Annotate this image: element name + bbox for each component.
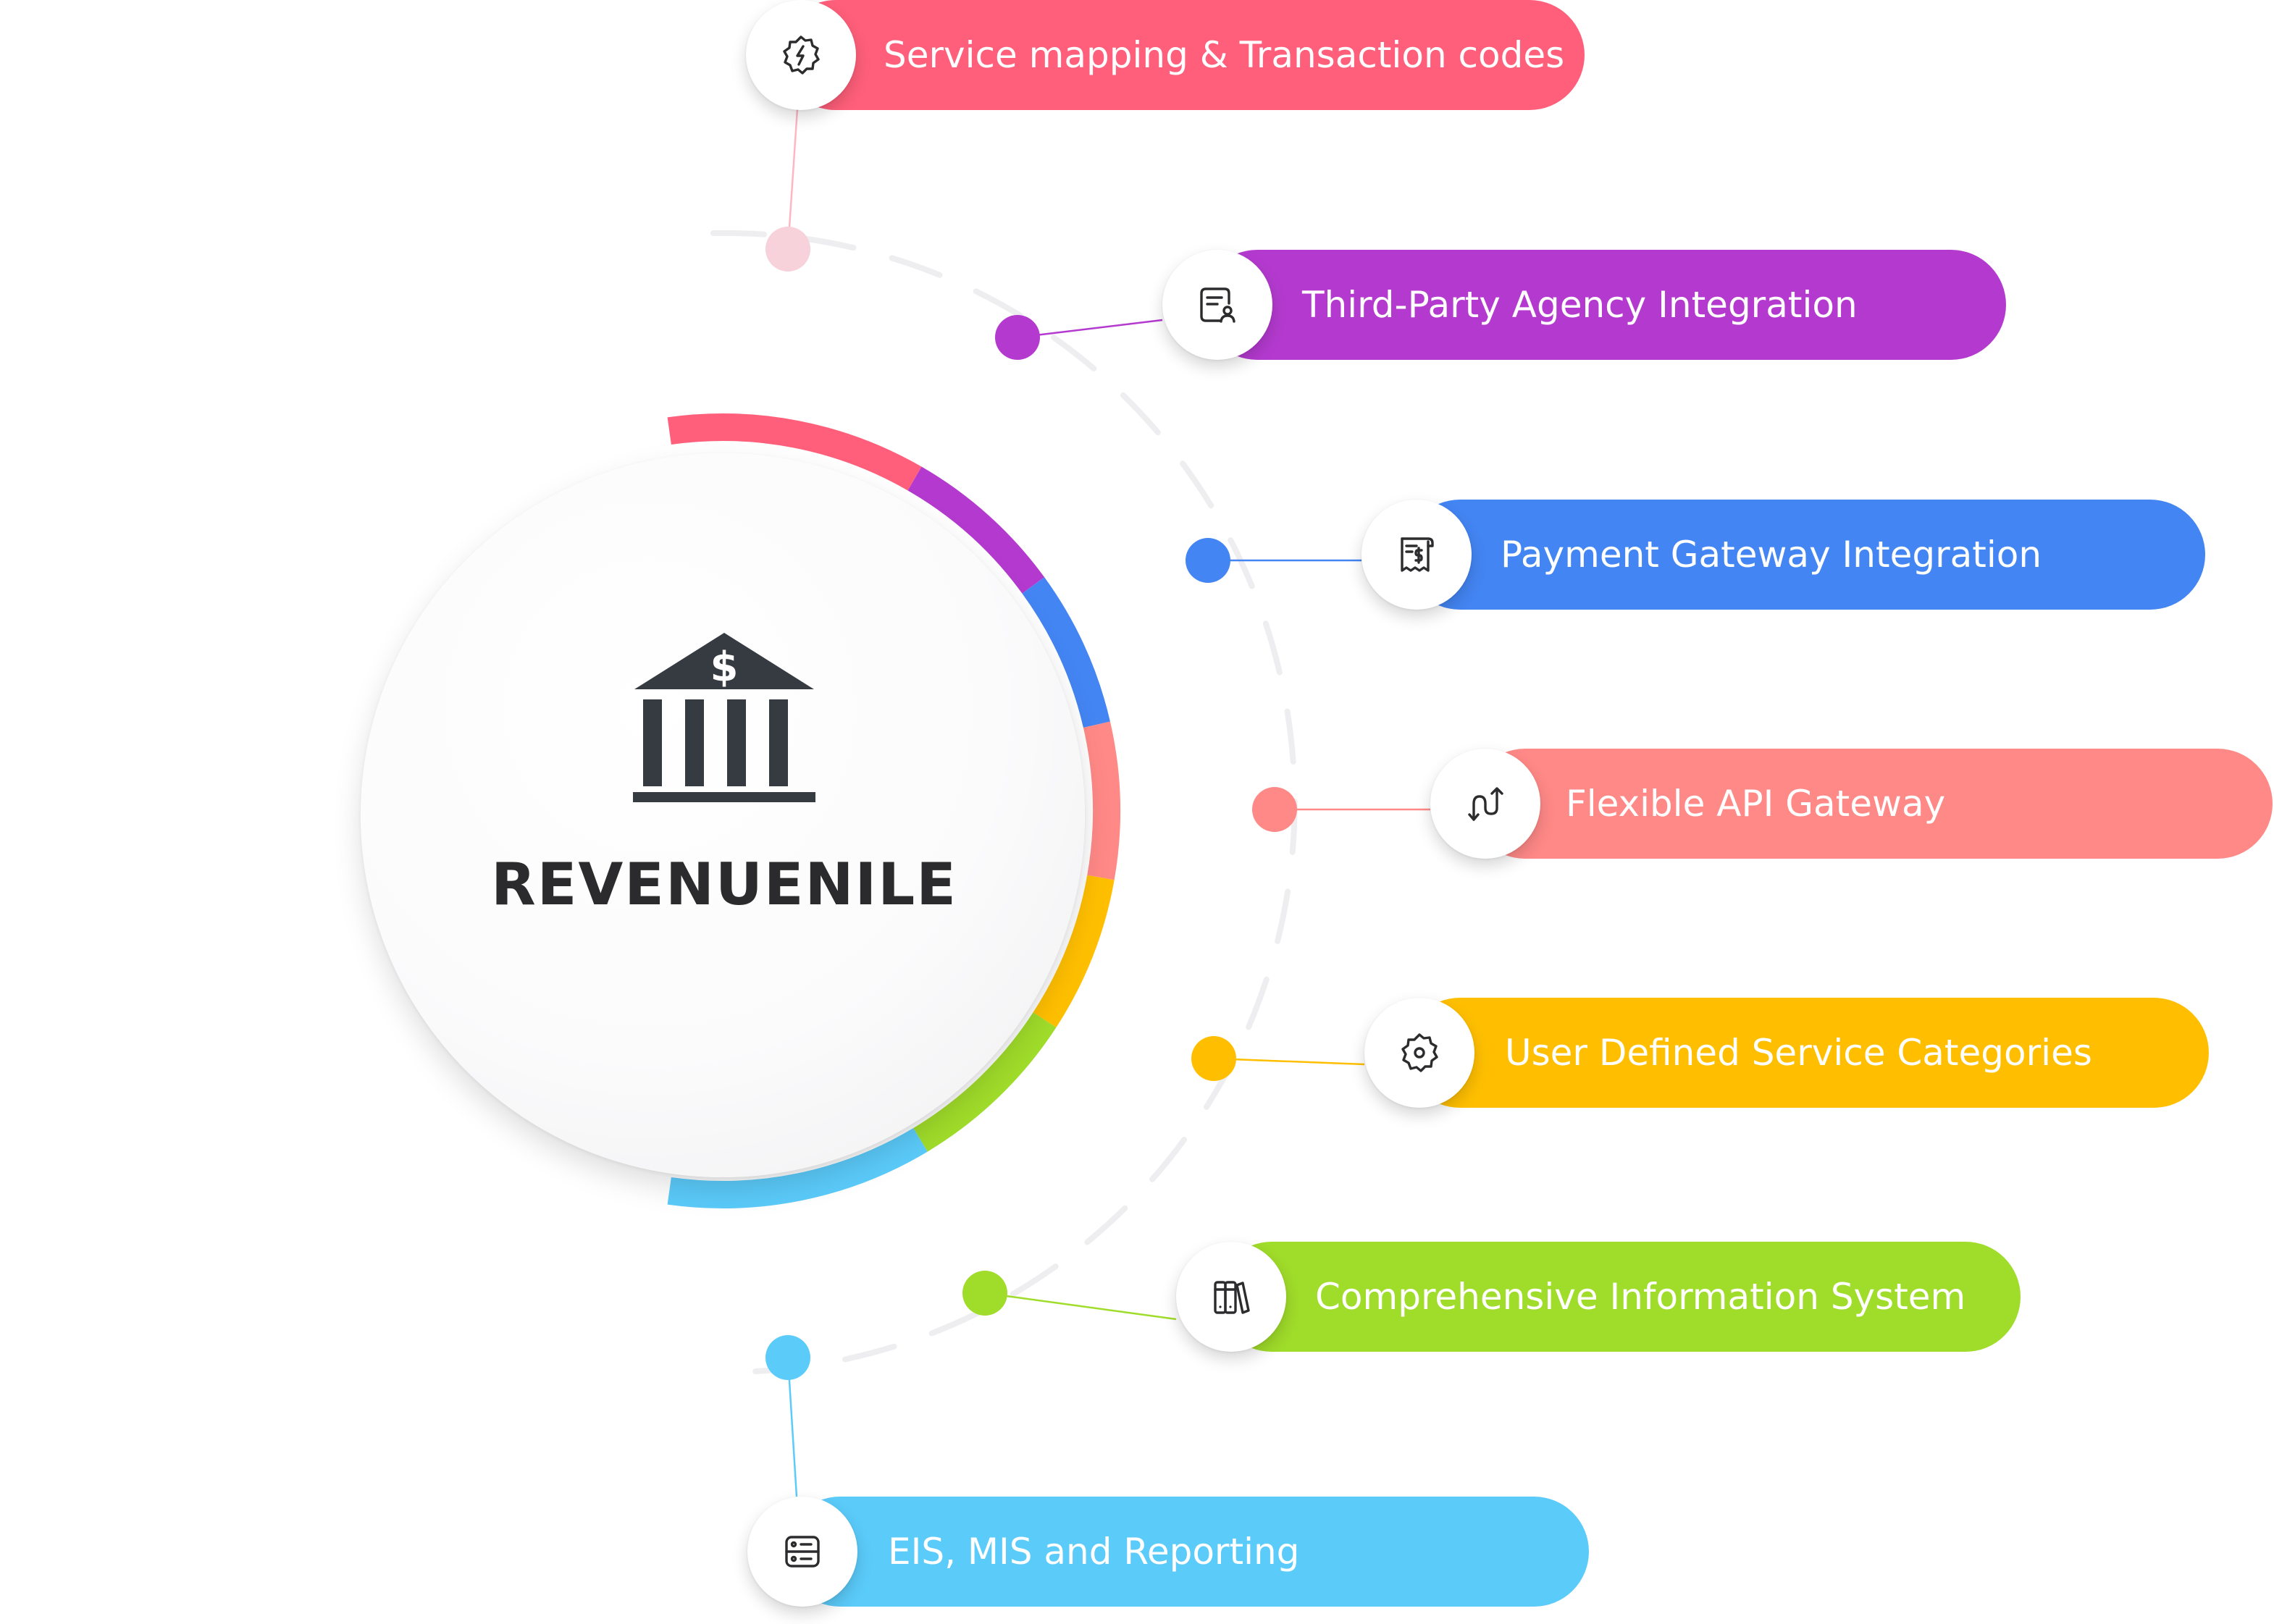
ring-segment	[907, 466, 1045, 594]
badge-gear-icon	[1401, 1033, 1438, 1072]
orbit-arc	[710, 230, 1298, 1375]
ring-segment	[667, 1128, 928, 1208]
feature-label: EIS, MIS and Reporting	[888, 1531, 1300, 1573]
feature-pill-service-mapping[interactable]: Service mapping & Transaction codes	[781, 0, 1585, 110]
feature-label: Third-Party Agency Integration	[1302, 284, 1858, 326]
feature-pill-user-defined[interactable]: User Defined Service Categories	[1405, 998, 2209, 1108]
route-arrows-icon	[1468, 787, 1503, 821]
bank-dollar-icon: $	[633, 633, 815, 802]
connector-line	[1213, 1057, 1365, 1066]
feature-badge	[747, 1497, 857, 1607]
orbit-node	[1186, 538, 1230, 583]
orbit-node	[1252, 787, 1297, 832]
feature-badge	[1162, 250, 1272, 360]
feature-badge	[1430, 749, 1540, 859]
ring-segment	[913, 1012, 1057, 1152]
books-icon	[1214, 1281, 1250, 1314]
orbit-nodes	[765, 227, 1297, 1380]
orbit-node	[765, 227, 810, 272]
color-ring	[667, 413, 1120, 1208]
hub-circle	[361, 453, 1085, 1177]
receipt-dollar-icon	[1401, 537, 1434, 572]
feature-pill-api-gateway[interactable]: Flexible API Gateway	[1470, 749, 2273, 859]
brand-title: REVENUENILE	[491, 851, 957, 918]
feature-label: Payment Gateway Integration	[1501, 534, 2042, 576]
feature-label: User Defined Service Categories	[1505, 1032, 2092, 1074]
feature-pill-third-party[interactable]: Third-Party Agency Integration	[1202, 250, 2006, 360]
feature-badge	[1176, 1242, 1286, 1352]
feature-badge	[746, 0, 856, 110]
connector-line	[786, 1357, 798, 1497]
feature-pill-payment-gateway[interactable]: Payment Gateway Integration	[1405, 500, 2205, 610]
orbit-node	[765, 1335, 810, 1380]
ring-segment	[1022, 577, 1110, 728]
document-user-icon	[1200, 287, 1235, 323]
ring-segment	[667, 413, 922, 491]
badge-lightning-icon	[783, 35, 820, 75]
svg-text:$: $	[710, 644, 739, 691]
orbit-node	[962, 1271, 1007, 1316]
orbit-node	[1191, 1036, 1236, 1081]
ring-segment	[1033, 875, 1115, 1028]
feature-label: Comprehensive Information System	[1315, 1276, 1966, 1318]
connector-line	[1017, 319, 1163, 339]
feature-badge	[1364, 998, 1474, 1108]
feature-pill-eis-mis[interactable]: EIS, MIS and Reporting	[785, 1497, 1589, 1607]
ring-segment	[1083, 721, 1120, 880]
orbit-node	[995, 315, 1040, 360]
feature-pill-information-system[interactable]: Comprehensive Information System	[1217, 1242, 2021, 1352]
feature-badge	[1362, 500, 1472, 610]
connector-line	[984, 1292, 1177, 1321]
feature-label: Flexible API Gateway	[1566, 783, 1946, 825]
server-panel-icon	[785, 1536, 820, 1568]
feature-label: Service mapping & Transaction codes	[884, 34, 1565, 76]
